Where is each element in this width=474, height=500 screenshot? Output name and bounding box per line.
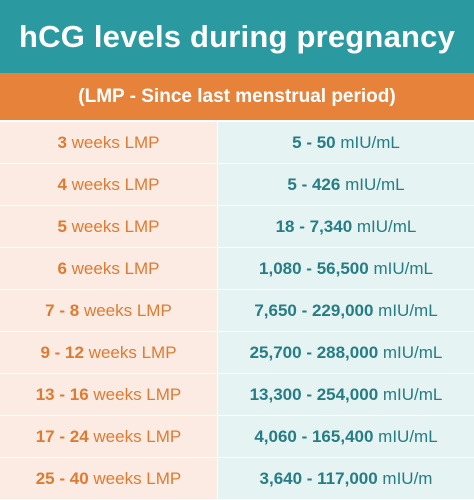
range-value: 18 - 7,340 — [275, 216, 353, 236]
weeks-value: 7 - 8 — [45, 300, 80, 320]
weeks-label: weeks LMP — [71, 132, 160, 152]
weeks-value: 17 - 24 — [35, 426, 89, 446]
range-cell: 1,080 - 56,500 mIU/mL — [218, 248, 474, 289]
range-value: 3,640 - 117,000 — [259, 468, 378, 488]
table-row: 17 - 24 weeks LMP 4,060 - 165,400 mIU/mL — [0, 416, 474, 458]
page-title: hCG levels during pregnancy — [18, 18, 456, 54]
range-value: 25,700 - 288,000 — [249, 342, 379, 362]
weeks-cell: 5 weeks LMP — [0, 206, 218, 247]
range-unit: mIU/mL — [378, 426, 438, 446]
range-unit: mIU/m — [382, 468, 433, 488]
range-cell: 5 - 426 mIU/mL — [218, 164, 474, 205]
hcg-table: 3 weeks LMP 5 - 50 mIU/mL 4 weeks LMP 5 … — [0, 120, 474, 500]
range-cell: 5 - 50 mIU/mL — [218, 122, 474, 163]
weeks-value: 3 — [57, 132, 67, 152]
weeks-label: weeks LMP — [83, 300, 172, 320]
range-cell: 25,700 - 288,000 mIU/mL — [218, 332, 474, 373]
range-unit: mIU/mL — [340, 132, 400, 152]
weeks-value: 13 - 16 — [35, 384, 89, 404]
range-value: 13,300 - 254,000 — [249, 384, 379, 404]
weeks-label: weeks LMP — [71, 174, 160, 194]
weeks-value: 9 - 12 — [40, 342, 84, 362]
weeks-label: weeks LMP — [88, 342, 177, 362]
range-unit: mIU/mL — [356, 216, 417, 236]
weeks-cell: 4 weeks LMP — [0, 164, 218, 205]
weeks-cell: 7 - 8 weeks LMP — [0, 290, 218, 331]
weeks-cell: 3 weeks LMP — [0, 122, 218, 163]
range-value: 1,080 - 56,500 — [259, 258, 369, 278]
range-cell: 7,650 - 229,000 mIU/mL — [218, 290, 474, 331]
weeks-value: 4 — [57, 174, 67, 194]
range-value: 5 - 426 — [287, 174, 341, 194]
weeks-cell: 25 - 40 weeks LMP — [0, 458, 218, 499]
weeks-label: weeks LMP — [71, 258, 160, 278]
range-value: 4,060 - 165,400 — [254, 426, 374, 446]
page-subtitle: (LMP - Since last menstrual period) — [78, 85, 396, 107]
range-unit: mIU/mL — [345, 174, 405, 194]
table-row: 3 weeks LMP 5 - 50 mIU/mL — [0, 122, 474, 164]
weeks-value: 25 - 40 — [35, 468, 89, 488]
weeks-value: 5 — [57, 216, 67, 236]
range-unit: mIU/mL — [373, 258, 433, 278]
weeks-label: weeks LMP — [93, 426, 182, 446]
table-row: 4 weeks LMP 5 - 426 mIU/mL — [0, 164, 474, 206]
table-row: 6 weeks LMP 1,080 - 56,500 mIU/mL — [0, 248, 474, 290]
range-unit: mIU/mL — [382, 384, 443, 404]
weeks-cell: 17 - 24 weeks LMP — [0, 416, 218, 457]
range-cell: 3,640 - 117,000 mIU/m — [218, 458, 474, 499]
range-value: 7,650 - 229,000 — [254, 300, 374, 320]
range-unit: mIU/mL — [378, 300, 438, 320]
weeks-label: weeks LMP — [71, 216, 160, 236]
range-cell: 13,300 - 254,000 mIU/mL — [218, 374, 474, 415]
range-unit: mIU/mL — [382, 342, 443, 362]
table-row: 5 weeks LMP 18 - 7,340 mIU/mL — [0, 206, 474, 248]
table-row: 7 - 8 weeks LMP 7,650 - 229,000 mIU/mL — [0, 290, 474, 332]
table-row: 13 - 16 weeks LMP 13,300 - 254,000 mIU/m… — [0, 374, 474, 416]
range-value: 5 - 50 — [292, 132, 336, 152]
weeks-cell: 9 - 12 weeks LMP — [0, 332, 218, 373]
table-row: 25 - 40 weeks LMP 3,640 - 117,000 mIU/m — [0, 458, 474, 500]
range-cell: 18 - 7,340 mIU/mL — [218, 206, 474, 247]
weeks-label: weeks LMP — [93, 468, 182, 488]
weeks-cell: 13 - 16 weeks LMP — [0, 374, 218, 415]
range-cell: 4,060 - 165,400 mIU/mL — [218, 416, 474, 457]
weeks-label: weeks LMP — [93, 384, 182, 404]
weeks-value: 6 — [57, 258, 67, 278]
weeks-cell: 6 weeks LMP — [0, 248, 218, 289]
table-row: 9 - 12 weeks LMP 25,700 - 288,000 mIU/mL — [0, 332, 474, 374]
subtitle-bar: (LMP - Since last menstrual period) — [0, 73, 474, 120]
title-bar: hCG levels during pregnancy — [0, 0, 474, 73]
